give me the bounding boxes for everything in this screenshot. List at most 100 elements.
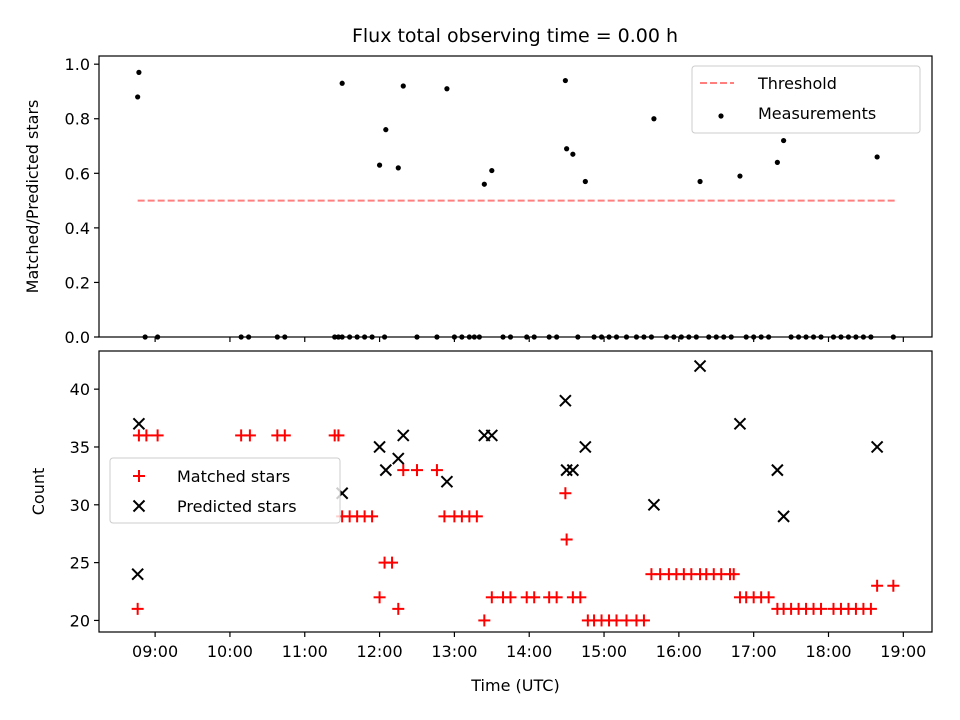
- matched-star-point: [131, 602, 144, 615]
- predicted-star-point: [777, 510, 790, 523]
- matched-star-point: [727, 568, 740, 581]
- matched-star-point: [887, 579, 900, 592]
- bottom-legend-box: [109, 457, 341, 524]
- cross-stroke-b: [485, 429, 499, 442]
- measurement-point: [135, 94, 141, 100]
- top-legend-box: [691, 65, 921, 134]
- bottom-x-tick-label: 11:00: [282, 642, 328, 661]
- predicted-star-point: [579, 440, 592, 454]
- matched-star-point: [386, 556, 399, 569]
- matched-star-point: [151, 429, 164, 442]
- matched-star-point: [864, 602, 877, 615]
- measurement-point: [562, 77, 568, 84]
- bottom-x-tick-label: 19:00: [880, 642, 926, 661]
- bottom-y-axis-label: Count: [29, 468, 48, 516]
- matched-star-point: [559, 487, 572, 500]
- matched-star-point: [550, 591, 563, 604]
- bottom-x-tick-label: 10:00: [207, 642, 253, 661]
- predicted-star-point: [693, 359, 707, 373]
- matched-star-point: [470, 510, 483, 523]
- matched-star-point: [485, 591, 498, 604]
- legend-cross-marker: [132, 499, 146, 513]
- cross-stroke-b: [373, 440, 386, 454]
- bottom-y-tick-label: 30: [70, 496, 90, 515]
- bottom-x-tick-label: 14:00: [506, 642, 552, 661]
- bottom-x-tick-label: 13:00: [431, 642, 477, 661]
- cross-stroke-b: [733, 417, 747, 431]
- matched-star-point: [410, 464, 423, 477]
- predicted-star-point: [771, 463, 784, 477]
- top-y-tick-label: 0.4: [65, 219, 90, 238]
- bottom-axes: 09:00 10:00 11:00 12:00 13:00 14:00 15:00 16:00…: [29, 350, 933, 695]
- measurement-point: [376, 162, 383, 168]
- cross-stroke-b: [132, 499, 146, 513]
- top-y-ticks: 0.0 0.2 0.4 0.6 0.8 1.0: [65, 55, 99, 347]
- measurement-point: [564, 146, 570, 152]
- measurement-point: [651, 116, 657, 122]
- cross-stroke-b: [693, 359, 707, 373]
- bottom-x-tick-label: 18:00: [805, 642, 851, 661]
- measurement-point: [481, 181, 487, 187]
- predicted-stars-legend-swatch: [132, 499, 146, 513]
- legend-plus-marker: [133, 470, 145, 482]
- predicted-star-point: [440, 475, 454, 488]
- bottom-legend: Matched stars Predicted stars: [109, 457, 341, 524]
- matched-star-point: [430, 464, 443, 477]
- matched-star-point: [392, 602, 405, 615]
- predicted-star-point: [392, 452, 405, 465]
- measurement-point: [339, 80, 345, 86]
- cross-stroke-b: [440, 475, 454, 488]
- cross-stroke-b: [397, 429, 410, 442]
- matched-star-point: [504, 591, 517, 604]
- cross-stroke-b: [647, 498, 661, 512]
- cross-stroke-b: [771, 463, 784, 477]
- measurement-point: [444, 86, 450, 92]
- cross-stroke-b: [870, 440, 884, 454]
- measurement-point: [400, 83, 406, 89]
- top-axes-frame: [98, 55, 933, 338]
- predicted-star-point: [373, 440, 386, 454]
- measurement-point: [136, 69, 142, 75]
- measurement-point: [383, 127, 389, 133]
- top-x-ticks: [154, 337, 904, 342]
- matched-star-point: [478, 614, 491, 627]
- matched-star-point: [762, 591, 775, 604]
- matched-star-point: [140, 429, 153, 442]
- measurement-point: [737, 173, 743, 179]
- bottom-y-tick-label: 25: [70, 554, 90, 573]
- matched-star-point: [574, 591, 587, 604]
- predicted-stars-points: [131, 359, 884, 581]
- top-y-tick-label: 0.8: [65, 110, 90, 129]
- predicted-star-point: [733, 417, 747, 431]
- bottom-x-tick-label: 17:00: [731, 642, 777, 661]
- bottom-y-tick-label: 40: [70, 380, 90, 399]
- cross-stroke-b: [566, 463, 580, 477]
- top-y-tick-label: 1.0: [65, 55, 90, 74]
- bottom-x-tick-label: 16:00: [656, 642, 702, 661]
- matched-star-point: [560, 533, 573, 546]
- threshold-legend-label: Threshold: [757, 74, 837, 93]
- cross-stroke-b: [579, 440, 592, 454]
- predicted-star-point: [647, 498, 661, 512]
- top-y-tick-label: 0.6: [65, 164, 90, 183]
- top-legend: Threshold Measurements: [691, 65, 921, 134]
- measurement-point: [781, 137, 787, 144]
- matched-stars-legend-label: Matched stars: [177, 467, 290, 486]
- cross-stroke-b: [131, 567, 144, 581]
- cross-stroke-b: [777, 510, 790, 523]
- cross-stroke-b: [132, 417, 146, 431]
- top-y-tick-label: 0.0: [65, 328, 90, 347]
- predicted-star-point: [131, 567, 144, 581]
- matched-star-point: [871, 579, 884, 592]
- matched-star-point: [366, 510, 379, 523]
- top-y-tick-label: 0.2: [65, 273, 90, 292]
- matched-star-point: [278, 429, 291, 442]
- predicted-star-point: [397, 429, 410, 442]
- matched-stars-legend-swatch: [133, 470, 145, 482]
- predicted-star-point: [379, 463, 393, 477]
- predicted-star-point: [566, 463, 580, 477]
- predicted-star-point: [870, 440, 884, 454]
- matched-star-point: [397, 464, 410, 477]
- measurement-point: [395, 165, 401, 171]
- measurement-point: [697, 178, 703, 185]
